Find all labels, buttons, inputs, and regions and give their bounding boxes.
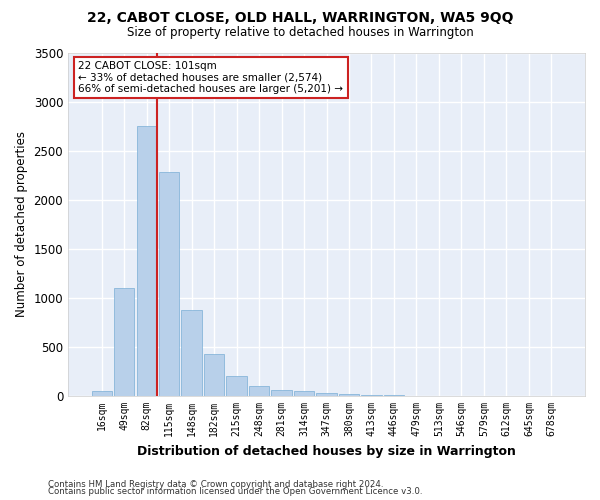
Text: 22 CABOT CLOSE: 101sqm
← 33% of detached houses are smaller (2,574)
66% of semi-: 22 CABOT CLOSE: 101sqm ← 33% of detached…	[79, 61, 343, 94]
Bar	[114, 288, 134, 396]
Bar	[249, 386, 269, 396]
X-axis label: Distribution of detached houses by size in Warrington: Distribution of detached houses by size …	[137, 444, 516, 458]
Bar	[181, 310, 202, 396]
Text: Size of property relative to detached houses in Warrington: Size of property relative to detached ho…	[127, 26, 473, 39]
Bar	[226, 376, 247, 396]
Y-axis label: Number of detached properties: Number of detached properties	[15, 132, 28, 318]
Bar	[159, 172, 179, 396]
Bar	[361, 395, 382, 396]
Bar	[137, 126, 157, 396]
Bar	[204, 354, 224, 396]
Bar	[339, 394, 359, 396]
Bar	[271, 390, 292, 396]
Text: 22, CABOT CLOSE, OLD HALL, WARRINGTON, WA5 9QQ: 22, CABOT CLOSE, OLD HALL, WARRINGTON, W…	[87, 11, 513, 25]
Bar	[316, 393, 337, 396]
Text: Contains HM Land Registry data © Crown copyright and database right 2024.: Contains HM Land Registry data © Crown c…	[48, 480, 383, 489]
Bar	[92, 391, 112, 396]
Bar	[294, 391, 314, 396]
Text: Contains public sector information licensed under the Open Government Licence v3: Contains public sector information licen…	[48, 487, 422, 496]
